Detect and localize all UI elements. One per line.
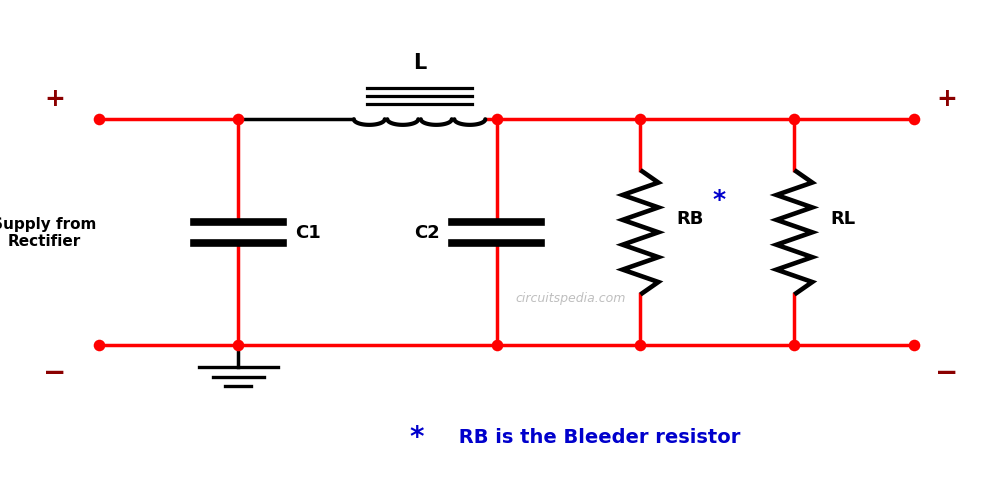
Text: RB is the Bleeder resistor: RB is the Bleeder resistor: [452, 427, 740, 446]
Point: [91, 116, 107, 124]
Point: [906, 342, 922, 349]
Point: [91, 342, 107, 349]
Text: L: L: [413, 53, 426, 73]
Text: *: *: [410, 423, 424, 451]
Point: [633, 342, 648, 349]
Point: [230, 342, 246, 349]
Text: C1: C1: [295, 224, 321, 242]
Text: −: −: [934, 358, 958, 386]
Text: Supply from
Rectifier: Supply from Rectifier: [0, 216, 97, 249]
Point: [489, 116, 504, 124]
Text: RL: RL: [830, 209, 855, 228]
Text: +: +: [935, 86, 957, 110]
Text: RB: RB: [676, 209, 704, 228]
Text: *: *: [713, 187, 726, 211]
Text: C2: C2: [414, 224, 440, 242]
Text: −: −: [43, 358, 67, 386]
Text: +: +: [44, 86, 66, 110]
Text: circuitspedia.com: circuitspedia.com: [515, 291, 627, 304]
Point: [633, 116, 648, 124]
Point: [906, 116, 922, 124]
Point: [230, 116, 246, 124]
Point: [489, 342, 504, 349]
Point: [786, 116, 802, 124]
Point: [786, 342, 802, 349]
